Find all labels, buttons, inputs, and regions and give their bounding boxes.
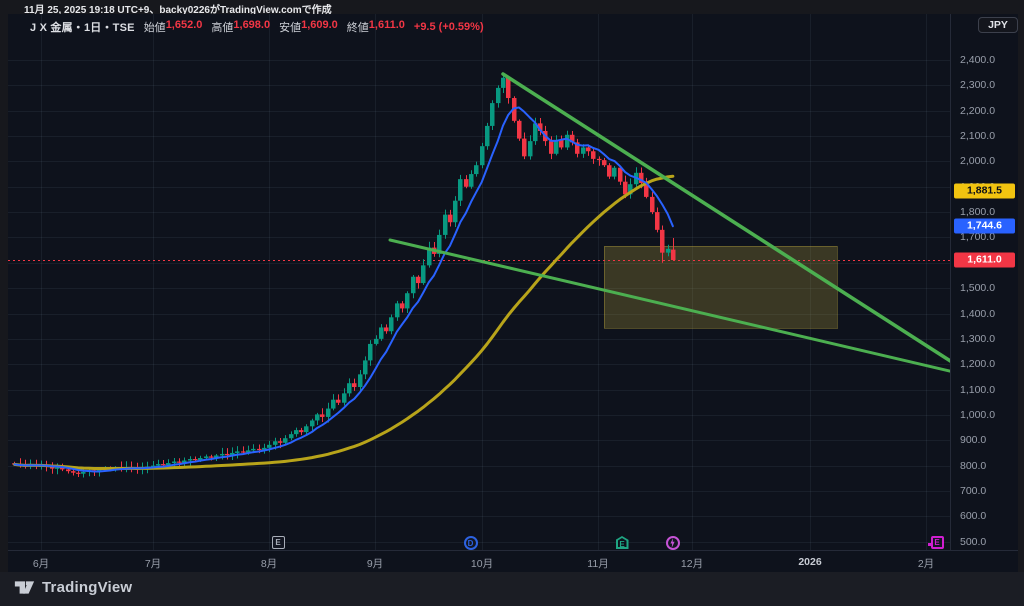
price-axis-tick: 1,500.0 [960, 282, 996, 295]
price-axis-tick: 2,200.0 [960, 104, 996, 117]
marker-flag-tick [927, 543, 932, 546]
dividend-marker[interactable]: D [463, 536, 478, 550]
price-axis-tick: 2,100.0 [960, 130, 996, 143]
price-axis-tick: 1,800.0 [960, 206, 996, 219]
last-price-label: 1,611.0 [954, 252, 1015, 268]
high-label: 高値 [211, 22, 234, 34]
ma-long-price-label: 1,881.5 [954, 183, 1015, 199]
price-axis-tick: 600.0 [960, 510, 987, 523]
time-axis-label: 8月 [260, 558, 278, 570]
price-axis-tick: 1,700.0 [960, 231, 996, 244]
time-axis-label: 11月 [587, 558, 609, 570]
price-axis-tick: 500.0 [960, 535, 987, 548]
price-axis-tick: 1,000.0 [960, 408, 996, 421]
time-axis-label: 10月 [470, 558, 494, 570]
open-value: 1,652.0 [165, 19, 203, 31]
open-field: 始値 1,652.0 [144, 19, 203, 35]
high-value: 1,698.0 [233, 19, 271, 31]
house-shape-inner [617, 538, 627, 547]
time-axis[interactable]: 6月 7月 8月 9月 10月 11月 12月 2026 2月 [8, 550, 1018, 573]
price-axis-tick: 1,300.0 [960, 332, 996, 345]
earnings-upcoming-marker[interactable]: E [615, 536, 629, 549]
earnings-estimate-marker[interactable]: E [927, 536, 944, 549]
close-label: 終値 [346, 22, 369, 34]
footer-bar: TradingView [0, 572, 1024, 606]
time-axis-label: 7月 [144, 558, 162, 570]
high-field: 高値 1,698.0 [211, 19, 270, 35]
attribution-bar: 11月 25, 2025 19:18 UTC+9、backy0226がTradi… [0, 0, 1024, 16]
open-label: 始値 [143, 22, 166, 34]
price-axis-tick: 1,200.0 [960, 358, 996, 371]
time-axis-label: 6月 [32, 558, 50, 570]
price-chart-canvas[interactable] [8, 14, 950, 550]
price-axis-tick: 2,300.0 [960, 79, 996, 92]
close-value: 1,611.0 [368, 19, 405, 31]
price-axis-tick: 1,100.0 [960, 383, 996, 396]
price-axis[interactable]: JPY 2,400.0 2,300.0 2,200.0 2,100.0 2,000.0 1… [950, 14, 1019, 550]
close-field: 終値 1,611.0 [347, 19, 405, 35]
low-value: 1,609.0 [301, 19, 338, 31]
symbol-legend: J X 金属・1日・TSE 始値 1,652.0 高値 1,698.0 安値 1,60… [30, 19, 484, 35]
time-axis-label: 9月 [366, 558, 384, 570]
ma-short-price-label: 1,744.6 [954, 218, 1015, 234]
tradingview-logo-icon [14, 581, 35, 594]
price-axis-tick: 800.0 [960, 459, 987, 472]
chart-pane: J X 金属・1日・TSE 始値 1,652.0 高値 1,698.0 安値 1,60… [8, 14, 1018, 572]
change-value: +9.5 (+0.59%) [413, 21, 484, 33]
earnings-report-marker[interactable]: E [271, 536, 285, 549]
time-axis-label: 12月 [680, 558, 704, 570]
symbol-title: J X 金属・1日・TSE [30, 22, 135, 34]
price-axis-tick: 900.0 [960, 434, 987, 447]
attribution-text: 11月 25, 2025 19:18 UTC+9、backy0226がTradi… [24, 5, 332, 16]
price-axis-tick: 2,400.0 [960, 54, 996, 66]
time-axis-label: 2026 [798, 556, 822, 568]
tradingview-logo-text: TradingView [42, 579, 133, 596]
price-axis-tick: 700.0 [960, 484, 987, 497]
low-field: 安値 1,609.0 [279, 19, 338, 35]
price-axis-tick: 1,400.0 [960, 307, 996, 320]
time-axis-label: 2月 [917, 558, 935, 570]
price-axis-tick: 2,000.0 [960, 155, 996, 168]
tradingview-logo[interactable]: TradingView [14, 579, 132, 596]
lightning-icon [670, 538, 675, 548]
marker-letter: E [619, 539, 625, 549]
currency-toggle-button[interactable]: JPY [978, 17, 1018, 33]
split-marker[interactable] [665, 536, 680, 550]
low-label: 安値 [279, 22, 302, 34]
